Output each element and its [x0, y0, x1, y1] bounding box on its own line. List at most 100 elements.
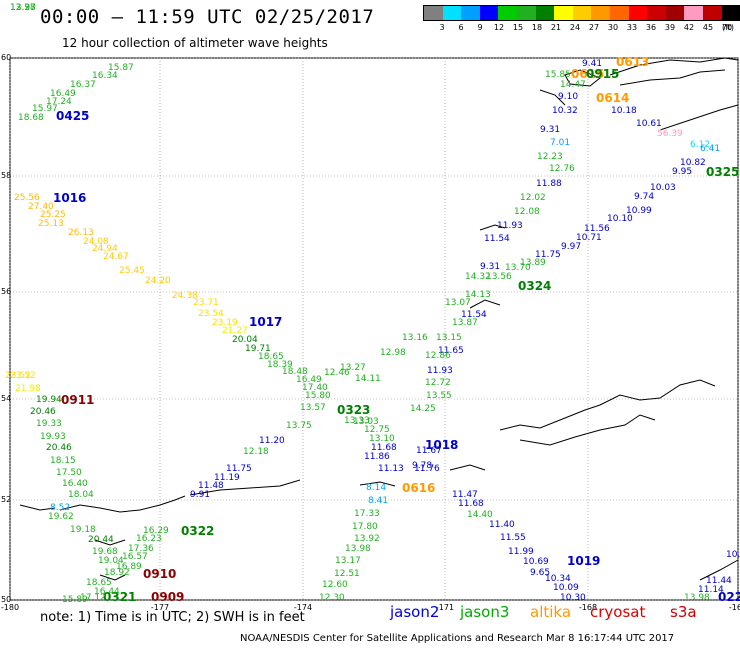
wave-height-value: 19.93	[40, 432, 66, 442]
coastline-segment	[94, 539, 126, 546]
wave-height-value: 9.41	[582, 59, 602, 69]
wave-height-value: 9.74	[634, 192, 654, 202]
wave-height-value: 14.32	[465, 272, 491, 282]
track-time-label: 0324	[518, 279, 551, 293]
longitude-label: -180	[0, 603, 20, 612]
wave-height-value: 12.08	[514, 207, 540, 217]
wave-height-value: 11.86	[364, 452, 390, 462]
wave-height-value: 17.12	[80, 593, 106, 603]
wave-height-value: 11.40	[489, 520, 515, 530]
wave-height-value: 13.89	[520, 258, 546, 268]
scale-unit: (ft)	[721, 23, 735, 32]
color-scale-bar	[423, 5, 740, 21]
wave-height-value: 16.49	[296, 375, 322, 385]
wave-height-value: 20.46	[46, 443, 72, 453]
wave-height-value: 20.46	[30, 407, 56, 417]
track-time-label: 0615	[571, 67, 604, 81]
wave-height-value: 12.02	[520, 193, 546, 203]
wave-height-value: 15.80	[305, 391, 331, 401]
scale-value: 33	[626, 23, 638, 32]
coastline-segment	[449, 464, 486, 471]
wave-height-value: 19.94	[36, 395, 62, 405]
scale-swatch	[461, 6, 480, 20]
wave-height-value: 13.16	[402, 333, 428, 343]
wave-height-value: 11.65	[438, 346, 464, 356]
wave-height-value: 19.68	[92, 547, 118, 557]
color-scale: 3 6 9 12 15 18 21 24 27 30 33 36 39 42 45 70 (ft)	[423, 5, 740, 35]
scale-value: 42	[683, 23, 695, 32]
color-scale-labels: 3 6 9 12 15 18 21 24 27 30 33 36 39 42 45 70 (ft)	[423, 21, 740, 35]
coastline-segment	[609, 57, 739, 76]
wave-height-value: 11.75	[535, 250, 561, 260]
wave-height-value: 11.76	[414, 464, 440, 474]
wave-height-value: 13.55	[426, 391, 452, 401]
scale-swatch	[554, 6, 573, 20]
credit-line: NOAA/NESDIS Center for Satellite Applica…	[240, 633, 675, 644]
scale-swatch	[498, 6, 517, 20]
wave-height-value: 11.14	[698, 585, 724, 595]
wave-height-value: 11.54	[484, 234, 510, 244]
wave-height-value: 9.97	[561, 242, 581, 252]
wave-height-value: 13.03	[353, 417, 379, 427]
wave-height-value: 18.15	[50, 456, 76, 466]
wave-height-value: 9.78	[412, 461, 432, 471]
scale-swatch	[424, 6, 443, 20]
scale-swatch	[665, 6, 685, 20]
wave-height-value: 24.20	[145, 276, 171, 286]
track-time-label: 0322	[181, 524, 214, 538]
wave-height-value: 10.03	[650, 183, 676, 193]
scale-swatch	[628, 6, 648, 20]
lat-lon-grid	[9, 57, 739, 601]
wave-height-value: 13.75	[286, 421, 312, 431]
latitude-label: 52	[1, 495, 12, 504]
wave-height-value: 12.76	[549, 164, 575, 174]
track-time-label: 1018	[425, 438, 458, 452]
wave-height-value: 9.31	[480, 262, 500, 272]
longitude-label: -165	[728, 603, 740, 612]
track-time-label: 0613	[616, 55, 649, 69]
scale-swatch	[591, 6, 610, 20]
scale-swatch	[535, 6, 555, 20]
scale-value: 21	[550, 23, 562, 32]
wave-height-value: 25.56	[14, 193, 40, 203]
satellite-legend-altika: altika	[530, 603, 572, 621]
wave-height-value: 13.70	[505, 263, 531, 273]
coastline-segment	[659, 104, 739, 131]
wave-height-value: 10.10	[607, 214, 633, 224]
longitude-label: -168	[578, 603, 598, 612]
wave-height-value: 9.10	[558, 92, 578, 102]
coastline-segment	[519, 414, 656, 446]
scale-value: 36	[645, 23, 657, 32]
wave-height-value: 10.71	[576, 233, 602, 243]
wave-height-value: 19.62	[48, 512, 74, 522]
wave-height-value: 11.54	[461, 310, 487, 320]
track-time-label: 0321	[103, 590, 136, 604]
wave-height-value: 13.33	[344, 416, 370, 426]
scale-value: 18	[531, 23, 543, 32]
track-time-label: 0325	[706, 165, 739, 179]
coastline-segment	[499, 379, 716, 431]
longitude-label: -177	[150, 603, 170, 612]
scale-swatch	[516, 6, 536, 20]
wave-height-value: 12.18	[243, 447, 269, 457]
wave-height-value: 10.99	[626, 206, 652, 216]
wave-height-value: 23.19	[212, 318, 238, 328]
wave-height-value: 15.97	[32, 104, 58, 114]
wave-height-value: 14.13	[465, 290, 491, 300]
wave-height-value: 8.14	[366, 483, 386, 493]
wave-height-value: 9.95	[672, 167, 692, 177]
wave-height-value: 16.37	[70, 80, 96, 90]
map-subtitle: 12 hour collection of altimeter wave hei…	[62, 36, 328, 50]
wave-height-value: 11.68	[458, 499, 484, 509]
wave-height-value: 13.27	[10, 3, 36, 13]
wave-height-value: 10.61	[636, 119, 662, 129]
wave-height-value: 13.27	[340, 363, 366, 373]
wave-height-value: 15.89	[62, 595, 88, 605]
coastline-segment	[59, 504, 141, 513]
wave-height-value: 10.18	[611, 106, 637, 116]
wave-height-value: 11.67	[416, 446, 442, 456]
coastline-segment	[619, 69, 726, 86]
scale-value: 3	[439, 23, 445, 32]
wave-height-value: 12.30	[319, 593, 345, 603]
